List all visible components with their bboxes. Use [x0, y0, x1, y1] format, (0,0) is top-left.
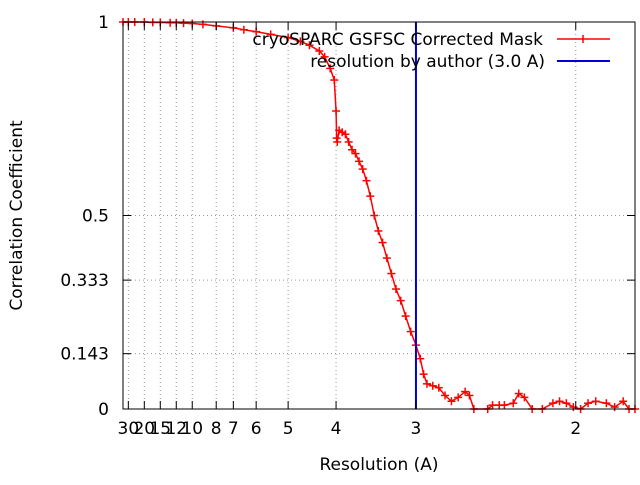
fsc-data-point [351, 149, 360, 158]
fsc-data-point [591, 397, 600, 406]
x-tick-label: 3 [411, 419, 422, 439]
x-axis-label: Resolution (A) [319, 455, 438, 475]
fsc-data-point [454, 393, 463, 402]
fsc-data-point [330, 76, 339, 85]
fsc-data-point [396, 296, 405, 305]
fsc-data-point [555, 397, 564, 406]
fsc-data-point [428, 381, 437, 390]
fsc-data-point [370, 211, 379, 220]
x-tick-label: 10 [181, 419, 203, 439]
fsc-data-point [461, 387, 470, 396]
fsc-data-point [348, 145, 357, 154]
plot-frame [122, 21, 636, 410]
fsc-data-point [341, 130, 350, 139]
fsc-data-point [401, 312, 410, 321]
plot-border [122, 21, 636, 410]
fsc-data-point [344, 137, 353, 146]
fsc-data-point [387, 269, 396, 278]
x-tick-label: 20 [133, 419, 155, 439]
y-tick-label: 0.333 [60, 271, 109, 291]
fsc-data-point [358, 165, 367, 174]
y-tick-label: 0.5 [82, 207, 109, 227]
fsc-data-point [447, 397, 456, 406]
fsc-data-point [602, 399, 611, 408]
fsc-data-point [305, 41, 314, 50]
fsc-data-point [320, 52, 329, 61]
fsc-data-point [284, 33, 293, 42]
legend-label-author-resolution: resolution by author (3.0 A) [310, 52, 545, 72]
legend-label-fsc: cryoSPARC GSFSC Corrected Mask [252, 30, 543, 50]
x-tick-label: 7 [228, 419, 239, 439]
fsc-data-point [584, 399, 593, 408]
fsc-data-point [366, 192, 375, 201]
fsc-data-point [391, 285, 400, 294]
fsc-data-point [315, 47, 324, 56]
fsc-data-point [562, 399, 571, 408]
fsc-data-point [382, 254, 391, 263]
x-tick-label: 6 [251, 419, 262, 439]
y-tick-label: 0 [98, 400, 109, 420]
fsc-data-point [500, 401, 509, 410]
x-tick-label: 12 [165, 419, 187, 439]
fsc-data-point [406, 327, 415, 336]
fsc-data-point [441, 391, 450, 400]
x-tick-label: 4 [331, 419, 342, 439]
fsc-data-point [520, 393, 529, 402]
fsc-data-point [362, 176, 371, 185]
fsc-data-point [419, 370, 428, 379]
fsc-data-point [239, 25, 248, 34]
fsc-data-point [619, 397, 628, 406]
fsc-data-point [374, 226, 383, 235]
fsc-data-point [514, 389, 523, 398]
fsc-data-point [434, 383, 443, 392]
fsc-data-point [326, 64, 335, 73]
y-tick-label: 0.143 [60, 345, 109, 365]
fsc-data-point [416, 354, 425, 363]
fsc-data-point [465, 391, 474, 400]
legend: cryoSPARC GSFSC Corrected Mask resolutio… [252, 30, 610, 72]
x-tick-label: 30 [118, 419, 140, 439]
fsc-data-point [610, 403, 619, 412]
fsc-data-point [378, 238, 387, 247]
y-tick-label: 1 [98, 13, 109, 33]
fsc-data-point [422, 379, 431, 388]
x-tick-label: 15 [149, 419, 171, 439]
fsc-data-point [548, 399, 557, 408]
x-tick-label: 8 [211, 419, 222, 439]
fsc-data-point [179, 19, 188, 28]
fsc-data-point [355, 157, 364, 166]
fsc-data-point [509, 399, 518, 408]
fsc-data-point [333, 137, 342, 146]
fsc-data-point [296, 37, 305, 46]
y-axis-label: Correlation Coefficient [7, 120, 27, 311]
x-tick-label: 2 [570, 419, 581, 439]
fsc-data-point [266, 30, 275, 39]
x-tick-label: 5 [283, 419, 294, 439]
grid-lines [123, 22, 635, 409]
fsc-data-point [332, 107, 341, 116]
